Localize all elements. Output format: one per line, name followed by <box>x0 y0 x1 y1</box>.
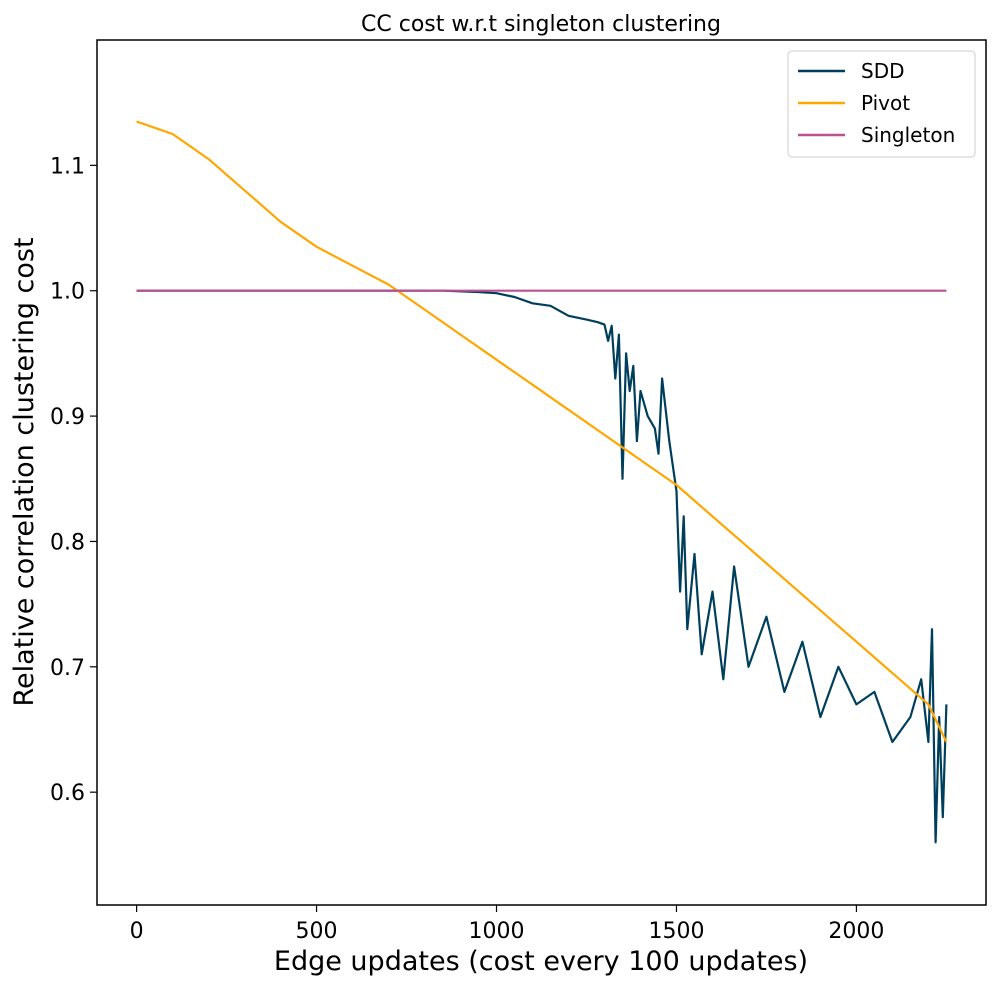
chart-title: CC cost w.r.t singleton clustering <box>361 12 721 37</box>
y-tick-label: 1.0 <box>50 280 85 305</box>
legend: SDD Pivot Singleton <box>787 50 976 158</box>
x-tick-label: 500 <box>296 919 338 944</box>
y-tick-label: 0.9 <box>50 405 85 430</box>
series-layer <box>136 120 948 844</box>
y-axis-title: Relative correlation clustering cost <box>9 237 40 706</box>
x-tick-label: 1000 <box>469 919 525 944</box>
x-tick-label: 1500 <box>648 919 704 944</box>
x-tick-label: 2000 <box>828 919 884 944</box>
y-tick-label: 0.6 <box>50 781 85 806</box>
y-tick-label: 0.7 <box>50 656 85 681</box>
legend-pivot-label: Pivot <box>861 91 910 115</box>
series-line-pivot <box>136 120 948 743</box>
x-axis-title: Edge updates (cost every 100 updates) <box>274 946 808 977</box>
y-tick-label: 0.8 <box>50 530 85 555</box>
plot-area <box>96 39 987 906</box>
legend-sdd-label: SDD <box>861 59 905 83</box>
legend-box <box>787 50 976 158</box>
x-tick-label: 0 <box>130 919 144 944</box>
series-line-sdd <box>136 289 948 844</box>
tick-layer: 0 500 1000 1500 2000 0.6 0.7 0.8 0.9 1.0 1.1 <box>50 154 884 944</box>
legend-singleton-label: Singleton <box>861 123 955 147</box>
y-tick-label: 1.1 <box>50 154 85 179</box>
